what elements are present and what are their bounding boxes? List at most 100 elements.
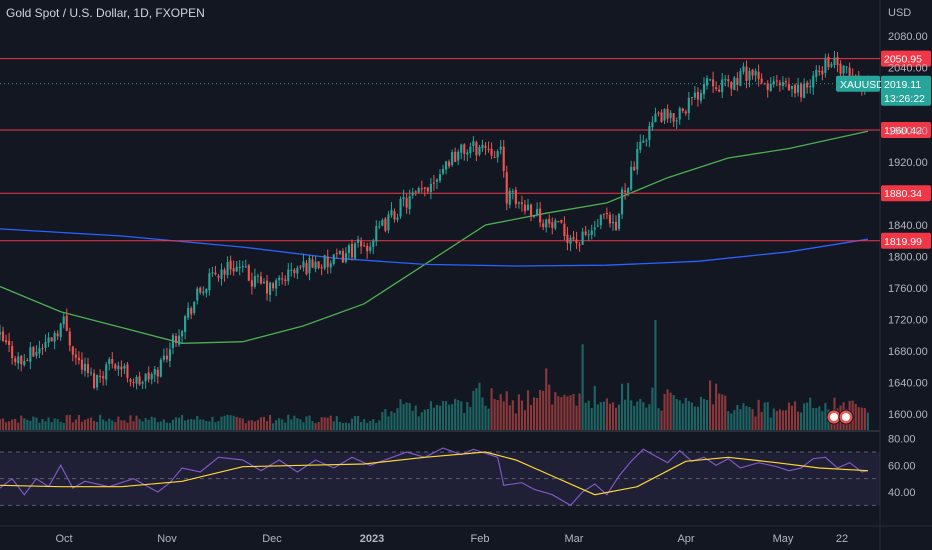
volume-bar (62, 422, 65, 430)
volume-bar (53, 418, 56, 430)
candle-body (29, 347, 32, 362)
candle-body (448, 161, 451, 167)
volume-bar (563, 394, 566, 430)
volume-bar (696, 406, 699, 430)
volume-bar (259, 417, 263, 430)
volume-bar (293, 415, 296, 430)
volume-bar (38, 422, 41, 430)
candle-body (214, 272, 217, 275)
volume-bar (302, 422, 305, 430)
volume-bar (11, 419, 14, 430)
candle-body (624, 190, 627, 193)
volume-bar (639, 398, 642, 430)
candle-body (605, 212, 608, 215)
candle-body (278, 277, 281, 281)
candle-body (429, 183, 432, 192)
candle-body (827, 56, 830, 68)
volume-bar (156, 422, 159, 430)
volume-bar (363, 419, 366, 430)
volume-bar (344, 422, 347, 430)
volume-bar (329, 415, 332, 430)
volume-bar (144, 418, 147, 430)
volume-bar (602, 401, 605, 430)
candle-body (539, 208, 542, 223)
volume-bar (669, 392, 672, 430)
candle-body (651, 122, 654, 128)
volume-bar (775, 410, 778, 430)
candle-body (211, 272, 214, 274)
volume-bar (739, 409, 742, 430)
candle-body (174, 336, 178, 344)
volume-bar (247, 420, 250, 430)
volume-bar (17, 422, 20, 430)
candle-body (96, 375, 99, 388)
candle-body (41, 348, 44, 350)
candle-body (120, 366, 123, 370)
volume-bar (584, 402, 587, 430)
volume-bar (5, 422, 8, 430)
candle-body (475, 142, 478, 156)
volume-bar (86, 418, 90, 430)
candle-body (414, 191, 417, 193)
volume-bar (475, 388, 478, 430)
candle-body (335, 253, 338, 255)
volume-bar (797, 411, 800, 430)
volume-bar (193, 419, 196, 430)
volume-bar (821, 411, 824, 430)
volume-bar (863, 407, 866, 430)
candle-body (159, 359, 162, 377)
volume-bar (105, 421, 108, 430)
candle-body (293, 269, 296, 274)
price-tick-label: 1760.00 (888, 283, 928, 295)
volume-bar (581, 344, 584, 430)
candle-body (693, 92, 696, 98)
candle-body (542, 223, 545, 228)
chart-title: Gold Spot / U.S. Dollar, 1D, FXOPEN (6, 6, 205, 20)
candle-body (326, 256, 329, 267)
candle-body (311, 259, 314, 268)
volume-bar (426, 409, 429, 430)
volume-bar (678, 400, 681, 430)
volume-bar (314, 423, 317, 430)
volume-bar (202, 419, 205, 430)
volume-bar (117, 416, 120, 430)
candle-body (117, 365, 120, 370)
candle-body (718, 89, 721, 92)
candle-body (836, 56, 839, 66)
volume-bar (311, 421, 314, 430)
rsi-tick-label: 80.00 (888, 434, 916, 446)
candle-body (781, 82, 784, 86)
candle-body (205, 288, 208, 293)
candle-body (496, 151, 499, 158)
candle-body (715, 87, 718, 89)
candle-body (47, 337, 50, 343)
candle-body (699, 93, 703, 101)
candle-body (341, 250, 344, 263)
candle-body (375, 226, 378, 242)
volume-bar (238, 417, 241, 430)
volume-bar (784, 410, 787, 430)
price-level-label-bg (881, 122, 931, 139)
candle-body (217, 275, 220, 278)
candle-body (705, 78, 709, 86)
volume-bar (269, 414, 272, 430)
candle-body (59, 323, 62, 338)
volume-bar (99, 414, 102, 430)
volume-bar (74, 419, 77, 430)
volume-bar (120, 420, 123, 430)
candle-body (153, 369, 156, 375)
volume-bar (818, 406, 821, 430)
volume-bar (102, 419, 105, 430)
volume-bar (265, 421, 269, 430)
volume-bar (65, 415, 68, 430)
candle-body (493, 156, 496, 158)
candle-body (144, 373, 147, 382)
candle-body (317, 261, 320, 269)
candle-body (390, 209, 393, 216)
volume-bar (536, 398, 539, 430)
candle-body (8, 340, 11, 345)
candle-body (244, 266, 247, 268)
volume-bar (545, 368, 548, 430)
candle-body (784, 81, 787, 83)
